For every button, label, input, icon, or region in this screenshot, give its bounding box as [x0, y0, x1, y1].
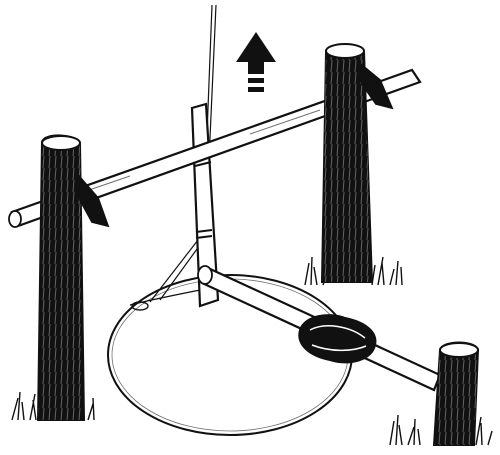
- left-post: [36, 134, 110, 421]
- right-front-stake: [432, 341, 480, 446]
- spring-pole: [8, 68, 422, 228]
- lashing-knot: [298, 314, 377, 364]
- grass-right-back: [304, 256, 403, 286]
- right-back-post: [320, 43, 394, 283]
- up-arrow-icon: [236, 32, 276, 92]
